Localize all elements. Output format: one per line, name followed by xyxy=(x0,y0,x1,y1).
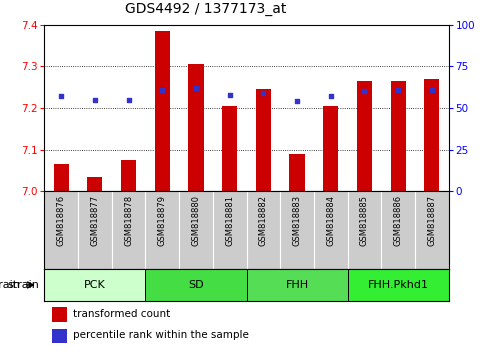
Text: FHH.Pkhd1: FHH.Pkhd1 xyxy=(368,280,428,290)
Bar xyxy=(52,307,67,321)
Point xyxy=(259,90,267,96)
Point xyxy=(57,93,65,99)
Bar xyxy=(121,160,136,191)
Bar xyxy=(357,81,372,191)
Bar xyxy=(289,154,305,191)
Text: strain: strain xyxy=(0,280,20,290)
Text: GSM818881: GSM818881 xyxy=(225,195,234,246)
Bar xyxy=(155,31,170,191)
Point xyxy=(125,97,133,103)
Point xyxy=(91,97,99,103)
Text: GDS4492 / 1377173_at: GDS4492 / 1377173_at xyxy=(125,2,287,16)
Point xyxy=(158,87,166,92)
Bar xyxy=(256,89,271,191)
Point xyxy=(394,87,402,92)
Point xyxy=(428,87,436,92)
Point xyxy=(360,88,368,94)
Text: GSM818878: GSM818878 xyxy=(124,195,133,246)
Point xyxy=(293,98,301,104)
Point xyxy=(226,92,234,97)
Text: transformed count: transformed count xyxy=(72,309,170,319)
Point xyxy=(192,85,200,91)
Bar xyxy=(54,164,69,191)
Bar xyxy=(87,177,103,191)
Text: percentile rank within the sample: percentile rank within the sample xyxy=(72,330,248,341)
Text: GSM818885: GSM818885 xyxy=(360,195,369,246)
Bar xyxy=(323,106,338,191)
Text: GSM818877: GSM818877 xyxy=(90,195,100,246)
Bar xyxy=(390,81,406,191)
Text: GSM818876: GSM818876 xyxy=(57,195,66,246)
FancyBboxPatch shape xyxy=(145,269,246,301)
Text: GSM818887: GSM818887 xyxy=(427,195,436,246)
Text: SD: SD xyxy=(188,280,204,290)
FancyBboxPatch shape xyxy=(246,269,348,301)
Bar xyxy=(424,79,439,191)
Bar xyxy=(52,329,67,343)
FancyBboxPatch shape xyxy=(44,269,145,301)
Text: GSM818883: GSM818883 xyxy=(292,195,302,246)
Bar xyxy=(222,106,237,191)
Text: FHH: FHH xyxy=(285,280,309,290)
Text: GSM818884: GSM818884 xyxy=(326,195,335,246)
Text: GSM818886: GSM818886 xyxy=(393,195,403,246)
Bar xyxy=(188,64,204,191)
Text: PCK: PCK xyxy=(84,280,106,290)
FancyBboxPatch shape xyxy=(348,269,449,301)
Text: GSM818880: GSM818880 xyxy=(191,195,201,246)
Text: GSM818879: GSM818879 xyxy=(158,195,167,246)
Text: GSM818882: GSM818882 xyxy=(259,195,268,246)
Point xyxy=(327,93,335,99)
Text: strain: strain xyxy=(7,280,39,290)
